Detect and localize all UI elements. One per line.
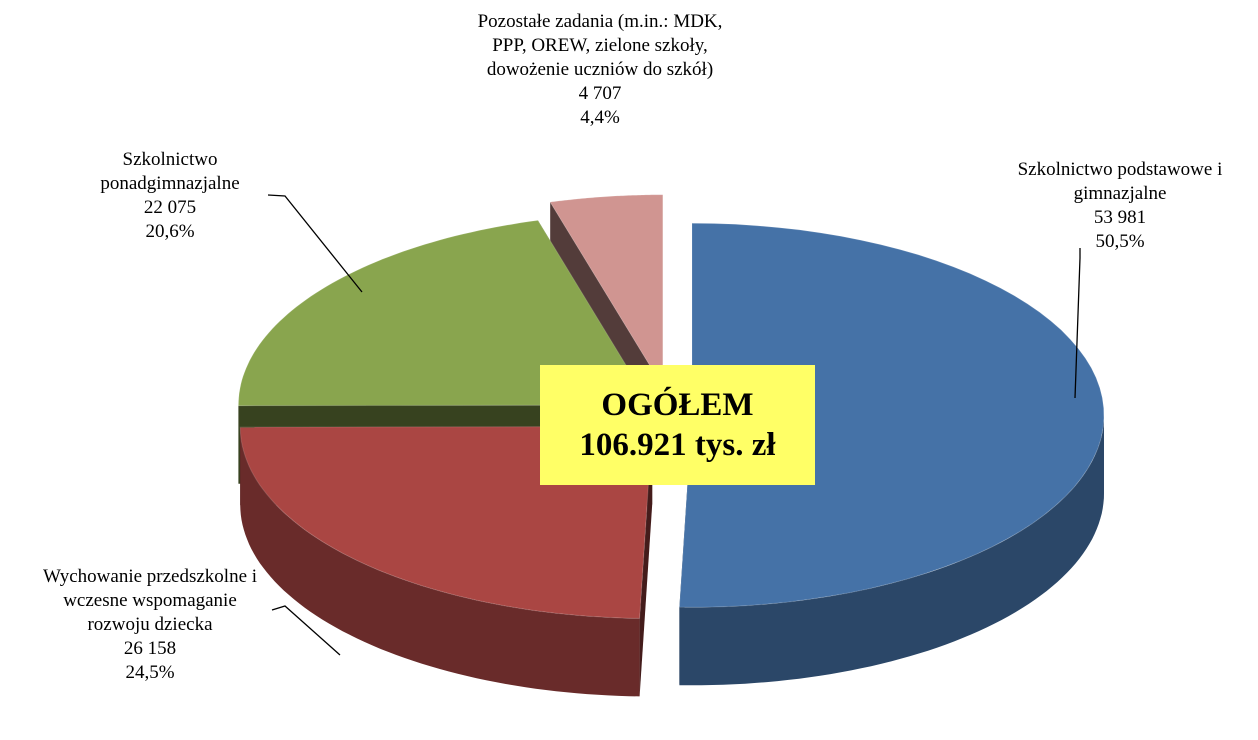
slice-side xyxy=(679,415,1104,686)
label-name: Pozostałe zadania (m.in.: MDK, PPP, OREW… xyxy=(477,11,723,80)
slice-label: Szkolnictwo ponadgimnazjalne 22 075 20,6% xyxy=(70,148,270,244)
label-share: 24,5% xyxy=(125,662,175,683)
label-name: Szkolnictwo podstawowe i gimnazjalne xyxy=(1017,159,1223,204)
label-value: 4 707 xyxy=(578,83,622,104)
total-box: OGÓŁEM 106.921 tys. zł xyxy=(540,365,815,485)
label-name: Szkolnictwo ponadgimnazjalne xyxy=(100,149,240,194)
label-value: 22 075 xyxy=(143,197,197,218)
slice-label: Szkolnictwo podstawowe i gimnazjalne 53 9… xyxy=(985,158,1255,254)
pie-slice xyxy=(237,219,652,407)
label-share: 50,5% xyxy=(1095,231,1145,252)
total-value: 106.921 tys. zł xyxy=(579,427,776,463)
leader-line xyxy=(1074,248,1081,399)
slice-side xyxy=(240,427,640,697)
pie-slice xyxy=(549,194,664,389)
leader-line xyxy=(271,605,341,656)
slice-label: Wychowanie przedszkolne i wczesne wspoma… xyxy=(30,565,270,685)
label-value: 53 981 xyxy=(1093,207,1147,228)
label-share: 20,6% xyxy=(145,221,195,242)
leader-line xyxy=(267,194,363,293)
label-share: 4,4% xyxy=(580,107,620,128)
label-value: 26 158 xyxy=(123,638,177,659)
slice-side xyxy=(639,426,653,697)
total-title: OGÓŁEM xyxy=(601,387,754,423)
pie-slice xyxy=(678,222,1105,608)
slice-label: Pozostałe zadania (m.in.: MDK, PPP, OREW… xyxy=(465,10,735,130)
label-name: Wychowanie przedszkolne i wczesne wspoma… xyxy=(42,566,258,635)
